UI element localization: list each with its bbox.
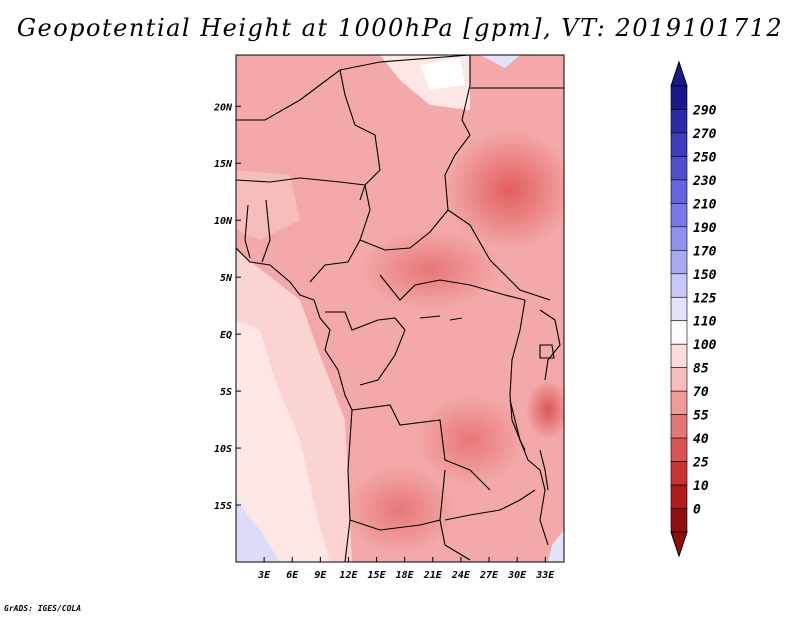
- field-zambia-high: [415, 395, 525, 485]
- x-axis-ticks: 3E 6E 9E 12E 15E 18E 21E 24E 27E 30E 33E: [257, 557, 555, 581]
- x-tick-label: 24E: [451, 570, 471, 581]
- field-ocean-light: [236, 320, 330, 562]
- border-mozambique: [527, 459, 549, 546]
- x-tick-label: 15E: [368, 570, 387, 581]
- y-axis-ticks: 20N 15N 10N 5N EQ 5S 10S 15S: [213, 102, 241, 512]
- x-tick-label: 30E: [507, 570, 527, 581]
- field-se-blue: [548, 530, 564, 562]
- colorbar-segment: [670, 250, 688, 275]
- y-tick-label: 5N: [220, 273, 233, 284]
- colorbar-label: 100: [693, 338, 717, 353]
- map-title: Geopotential Height at 1000hPa [gpm], VT…: [16, 14, 784, 42]
- colorbar-label: 150: [693, 268, 717, 283]
- colorbar-segment: [670, 390, 688, 415]
- border-congo-gabon: [325, 311, 406, 386]
- y-tick-label: 15N: [214, 159, 233, 170]
- border-car-drc: [379, 274, 526, 301]
- lake-malawi: [539, 449, 549, 491]
- field-north-blue: [480, 55, 520, 68]
- river-congo: [419, 315, 463, 321]
- border-nigeria-cameroon: [309, 184, 371, 283]
- colorbar-label: 170: [693, 244, 717, 259]
- x-tick-label: 12E: [339, 570, 358, 581]
- colorbar-segment: [670, 156, 688, 181]
- colorbar-label: 110: [693, 315, 717, 330]
- y-tick-label: 20N: [213, 102, 233, 113]
- y-tick-label: 5S: [220, 387, 232, 398]
- field-lake-high: [526, 380, 564, 440]
- colorbar-segment: [670, 414, 688, 439]
- colorbar-segment: [670, 132, 688, 157]
- colorbar-label: 270: [692, 127, 717, 142]
- colorbar-bottom-arrow: [670, 531, 688, 558]
- colorbar-label: 210: [692, 197, 717, 212]
- colorbar-label: 25: [692, 456, 709, 471]
- border-sahel: [236, 177, 366, 186]
- border-algeria-niger: [236, 55, 471, 121]
- colorbar-segment: [670, 296, 688, 322]
- map-frame: [235, 54, 565, 563]
- colorbar-top-arrow: [670, 60, 688, 87]
- colorbar-segment: [670, 85, 688, 110]
- country-borders: [236, 55, 564, 562]
- colorbar-segment: [670, 226, 688, 251]
- colorbar-segment: [670, 437, 688, 462]
- field-south-high: [345, 465, 455, 555]
- y-tick-label: 15S: [214, 501, 232, 512]
- border-chad-sudan: [444, 55, 471, 211]
- y-tick-label: 10S: [214, 444, 232, 455]
- colorbar: 2902702502302101901701501251101008570554…: [670, 60, 717, 558]
- colorbar-segment: [670, 320, 688, 345]
- x-tick-label: 27E: [479, 570, 499, 581]
- colorbar-segment: [670, 203, 688, 228]
- border-west-a: [261, 199, 271, 263]
- y-tick-label: EQ: [220, 330, 232, 341]
- x-tick-label: 33E: [535, 570, 555, 581]
- x-tick-label: 21E: [423, 570, 443, 581]
- lake-tanganyika: [509, 399, 526, 451]
- colorbar-label: 40: [693, 432, 709, 447]
- border-west-b: [244, 204, 251, 259]
- colorbar-segment: [670, 343, 688, 368]
- x-tick-label: 18E: [396, 570, 415, 581]
- border-uganda-kenya: [539, 309, 561, 381]
- colorbar-label: 10: [693, 479, 709, 494]
- x-tick-label: 3E: [257, 570, 271, 581]
- border-car-sudan: [447, 209, 551, 301]
- grads-credit: GrADS: IGES/COLA: [4, 604, 82, 613]
- x-tick-label: 6E: [286, 570, 299, 581]
- colorbar-label: 55: [693, 409, 709, 424]
- colorbar-label: 0: [693, 503, 701, 518]
- colorbar-segment: [670, 461, 688, 486]
- colorbar-segment: [670, 508, 688, 533]
- colorbar-segment: [670, 273, 688, 298]
- colorbar-label: 250: [692, 150, 717, 165]
- field-central-high: [360, 230, 500, 310]
- colorbar-label: 125: [693, 291, 717, 306]
- colorbar-label: 230: [692, 174, 717, 189]
- border-botswana: [439, 519, 471, 561]
- colorbar-label: 85: [693, 362, 709, 377]
- field-west-patch: [236, 170, 300, 240]
- field-sudan-high: [445, 130, 564, 250]
- border-car-chad: [359, 209, 449, 251]
- x-tick-label: 9E: [314, 570, 327, 581]
- coastline: [236, 247, 353, 562]
- colorbar-segment: [670, 179, 688, 204]
- field-sw-blue: [236, 500, 280, 562]
- colorbar-label: 70: [693, 385, 709, 400]
- lake-victoria: [539, 344, 555, 359]
- border-drc-angola: [351, 404, 491, 491]
- colorbar-label: 290: [692, 103, 717, 118]
- colorbar-segment: [670, 367, 688, 392]
- colorbar-label: 190: [693, 221, 717, 236]
- map-field: [236, 55, 564, 562]
- border-angola-namibia: [349, 469, 446, 531]
- colorbar-segment: [670, 109, 688, 134]
- border-zambia-zim: [444, 489, 536, 521]
- y-tick-label: 10N: [214, 216, 233, 227]
- field-north-white: [420, 58, 465, 90]
- colorbar-segment: [670, 484, 688, 509]
